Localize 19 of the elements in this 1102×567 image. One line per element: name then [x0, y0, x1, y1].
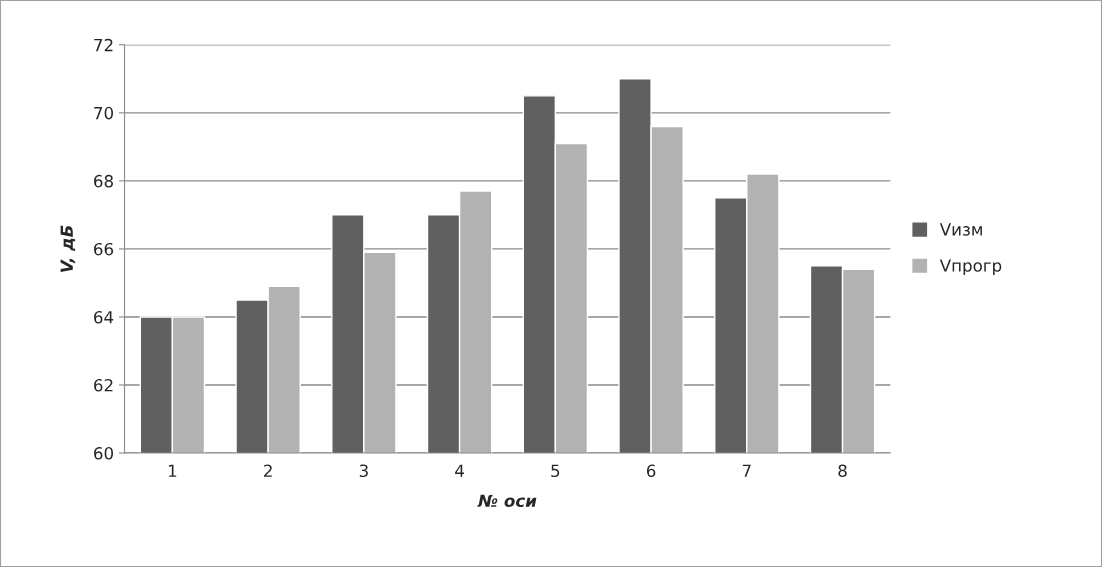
legend-label: Vпрогр	[939, 259, 1002, 276]
y-tick-label: 64	[94, 310, 114, 324]
y-tick-label: 62	[94, 378, 113, 392]
x-axis-title: № оси	[477, 494, 537, 508]
y-tick-label: 70	[94, 106, 113, 120]
x-tick-label: 1	[168, 464, 177, 477]
x-tick-label: 6	[646, 464, 656, 478]
y-axis-title: V, дБ	[60, 225, 76, 272]
y-tick-label: 60	[94, 447, 113, 460]
x-tick-label: 2	[264, 464, 272, 477]
y-tick-label: 68	[94, 174, 113, 188]
y-tick-label: 66	[94, 242, 114, 256]
x-tick-label: 5	[551, 464, 560, 478]
y-tick-label: 72	[94, 38, 113, 52]
x-tick-label: 7	[742, 464, 751, 477]
x-tick-label: 3	[359, 464, 368, 478]
x-tick-label: 4	[455, 464, 464, 477]
x-tick-label: 8	[838, 464, 847, 478]
legend-label: Vизм	[939, 223, 982, 236]
